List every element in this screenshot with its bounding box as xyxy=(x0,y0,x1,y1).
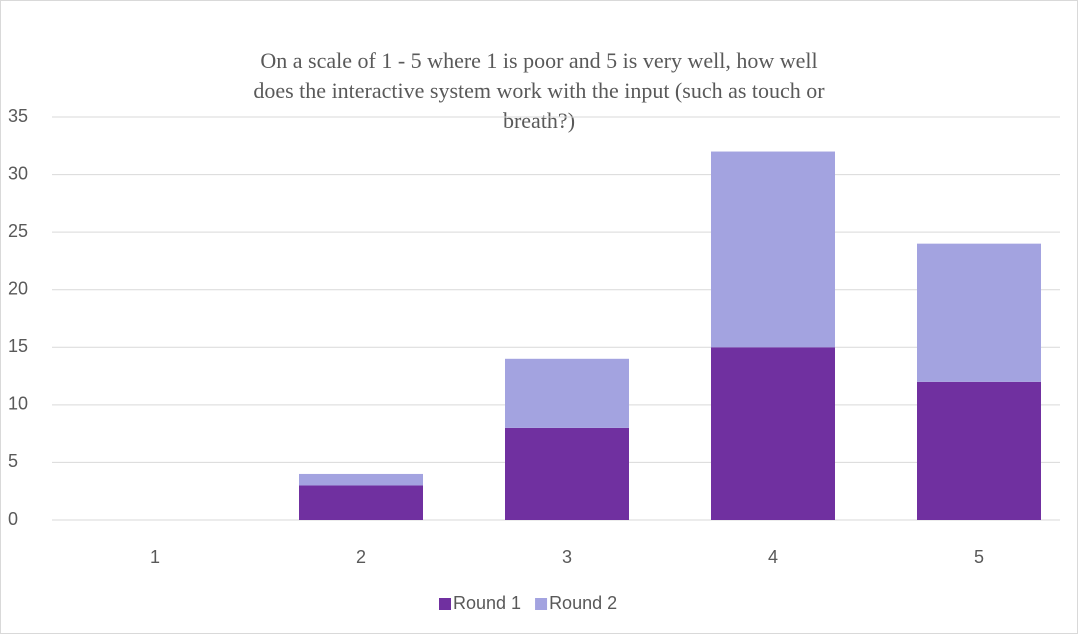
y-tick-label: 30 xyxy=(8,163,28,183)
legend-swatch xyxy=(439,598,451,610)
x-tick-label: 3 xyxy=(562,547,572,567)
bar-segment xyxy=(711,151,835,348)
bar-segment xyxy=(505,427,629,520)
y-tick-label: 15 xyxy=(8,336,28,356)
x-tick-label: 2 xyxy=(356,547,366,567)
bar-segment xyxy=(505,358,629,428)
legend-label: Round 2 xyxy=(549,593,617,613)
bar-segment xyxy=(299,485,423,520)
y-tick-label: 0 xyxy=(8,509,18,529)
chart-title: On a scale of 1 - 5 where 1 is poor and … xyxy=(253,48,825,133)
y-tick-label: 25 xyxy=(8,221,28,241)
bar-segment xyxy=(917,243,1041,382)
x-tick-label: 5 xyxy=(974,547,984,567)
y-tick-label: 35 xyxy=(8,106,28,126)
x-tick-label: 4 xyxy=(768,547,778,567)
y-tick-label: 5 xyxy=(8,451,18,471)
bar-segment xyxy=(711,347,835,520)
y-tick-label: 20 xyxy=(8,278,28,298)
bar-segment xyxy=(299,473,423,486)
y-tick-label: 10 xyxy=(8,394,28,414)
legend-swatch xyxy=(535,598,548,610)
legend-label: Round 1 xyxy=(453,593,521,613)
bar-segment xyxy=(917,381,1041,520)
x-tick-label: 1 xyxy=(150,547,160,567)
